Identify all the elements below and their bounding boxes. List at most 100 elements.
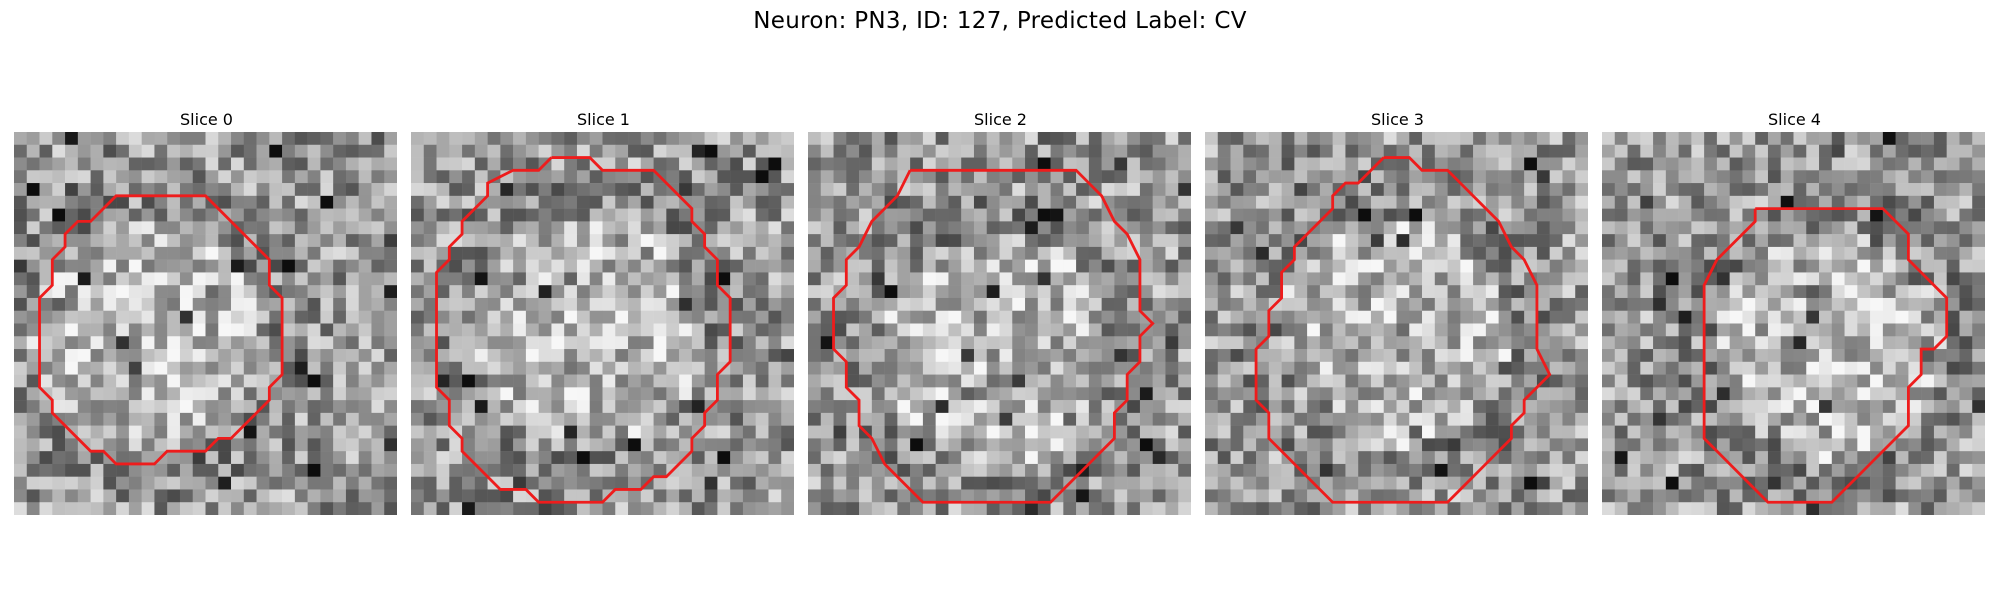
- pixel: [205, 297, 219, 311]
- pixel: [1139, 425, 1153, 439]
- pixel: [1742, 297, 1756, 311]
- pixel: [1857, 476, 1871, 490]
- pixel: [1307, 144, 1321, 158]
- pixel: [679, 234, 693, 248]
- pixel: [1511, 157, 1525, 171]
- pixel: [1524, 259, 1538, 273]
- pixel: [1409, 285, 1423, 299]
- pixel: [628, 323, 642, 337]
- pixel: [1050, 195, 1064, 209]
- pixel: [1870, 463, 1884, 477]
- pixel: [986, 183, 1000, 197]
- pixel: [808, 412, 822, 426]
- pixel: [525, 310, 539, 324]
- pixel: [525, 259, 539, 273]
- pixel: [859, 310, 873, 324]
- pixel: [679, 297, 693, 311]
- pixel: [1575, 246, 1588, 260]
- pixel: [1704, 387, 1718, 401]
- pixel: [26, 349, 40, 363]
- pixel: [1037, 323, 1051, 337]
- pixel: [730, 144, 744, 158]
- pixel: [948, 170, 962, 184]
- pixel: [243, 285, 257, 299]
- pixel: [1895, 157, 1909, 171]
- pixel: [525, 323, 539, 337]
- pixel: [179, 246, 193, 260]
- pixel: [103, 336, 117, 350]
- pixel: [462, 259, 476, 273]
- pixel: [1716, 285, 1730, 299]
- pixel: [808, 425, 822, 439]
- pixel: [1972, 208, 1985, 222]
- pixel: [704, 297, 718, 311]
- pixel: [640, 183, 654, 197]
- pixel: [1434, 323, 1448, 337]
- pixel: [1704, 400, 1718, 414]
- pixel: [1870, 502, 1884, 515]
- pixel: [1653, 297, 1667, 311]
- pixel: [1383, 195, 1397, 209]
- pixel: [691, 349, 705, 363]
- pixel: [1268, 476, 1282, 490]
- pixel: [1575, 374, 1588, 388]
- pixel: [755, 285, 769, 299]
- pixel: [820, 221, 834, 235]
- pixel: [1549, 285, 1563, 299]
- pixel: [808, 463, 822, 477]
- pixel: [628, 132, 642, 146]
- pixel: [1088, 349, 1102, 363]
- pixel: [755, 349, 769, 363]
- pixel: [1460, 234, 1474, 248]
- pixel: [1844, 425, 1858, 439]
- pixel: [333, 310, 347, 324]
- pixel: [1857, 412, 1871, 426]
- pixel: [1857, 221, 1871, 235]
- pixel: [1678, 412, 1692, 426]
- pixel: [1729, 221, 1743, 235]
- pixel: [474, 374, 488, 388]
- pixel: [640, 374, 654, 388]
- pixel: [116, 195, 130, 209]
- pixel: [1946, 157, 1960, 171]
- pixel: [103, 400, 117, 414]
- pixel: [1101, 323, 1115, 337]
- pixel: [1152, 374, 1166, 388]
- pixel: [52, 208, 66, 222]
- pixel: [282, 489, 296, 503]
- pixel: [1640, 170, 1654, 184]
- pixel: [1627, 387, 1641, 401]
- pixel: [986, 297, 1000, 311]
- pixel: [474, 387, 488, 401]
- pixel: [1959, 400, 1973, 414]
- pixel: [294, 502, 308, 515]
- pixel: [871, 272, 885, 286]
- pixel: [77, 195, 91, 209]
- pixel: [1921, 425, 1935, 439]
- pixel: [1844, 374, 1858, 388]
- pixel: [1716, 463, 1730, 477]
- pixel: [1178, 234, 1191, 248]
- pixel: [39, 234, 53, 248]
- pixel: [128, 234, 142, 248]
- pixel: [1536, 208, 1550, 222]
- pixel: [666, 502, 680, 515]
- pixel: [1281, 221, 1295, 235]
- pixel: [1780, 259, 1794, 273]
- pixel: [1678, 400, 1692, 414]
- pixel: [1358, 195, 1372, 209]
- pixel: [358, 361, 372, 375]
- pixel: [1882, 387, 1896, 401]
- pixel: [973, 157, 987, 171]
- pixel: [513, 221, 527, 235]
- pixel: [884, 387, 898, 401]
- pixel: [1972, 246, 1985, 260]
- pixel: [820, 438, 834, 452]
- pixel: [1729, 285, 1743, 299]
- pixel: [1536, 234, 1550, 248]
- pixel: [1536, 221, 1550, 235]
- pixel: [513, 489, 527, 503]
- pixel: [1396, 183, 1410, 197]
- pixel: [1819, 349, 1833, 363]
- pixel: [1870, 157, 1884, 171]
